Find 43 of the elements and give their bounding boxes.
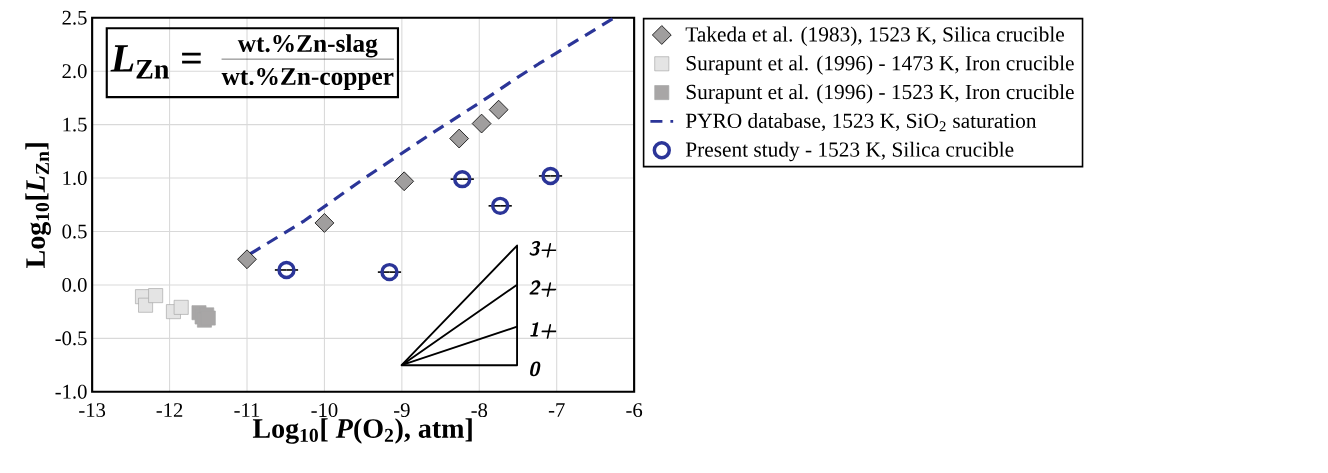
legend-label: PYRO database, 1523 K, SiO$_{2}$ saturation <box>685 112 1037 132</box>
point <box>541 166 560 186</box>
y-tick-label: 0.5 <box>62 224 87 239</box>
x-axis-title: Log$_{10}$[ P(O$_{2}$), atm] <box>252 418 472 444</box>
point <box>237 249 257 270</box>
annotation: wt.%Zn-slag <box>237 34 378 58</box>
annotation: 3+ <box>529 240 557 258</box>
y-tick-label: 2.0 <box>62 64 87 79</box>
y-tick-label: -1.0 <box>55 384 87 399</box>
point <box>314 213 335 233</box>
point <box>173 299 189 315</box>
y-tick-label: 0.0 <box>62 277 87 292</box>
point <box>380 262 399 282</box>
legend-label: Present study - 1523 K, Silica crucible <box>685 141 1014 162</box>
y-tick-label: -0.5 <box>55 331 87 346</box>
x-tick-label: -11 <box>234 403 260 417</box>
point <box>488 99 509 120</box>
point <box>394 171 415 192</box>
point <box>490 196 510 216</box>
annotation: 2+ <box>529 280 557 297</box>
x-tick-label: -6 <box>626 403 643 418</box>
point <box>148 288 164 304</box>
y-tick-label: 1.5 <box>63 117 87 132</box>
y-tick-label: 2.5 <box>62 10 87 25</box>
point <box>449 128 469 149</box>
point <box>453 169 472 189</box>
y-axis-title: Log$_{10}$[L$_{Zn}$] <box>25 143 51 268</box>
y-tick-label: 1.0 <box>63 171 87 186</box>
annotation: 0 <box>530 361 541 377</box>
x-tick-label: -9 <box>394 403 410 418</box>
legend-label: Surapunt et al. (1996) - 1523 K, Iron crucible <box>686 84 1074 104</box>
x-tick-label: -12 <box>156 403 183 417</box>
x-tick-label: -7 <box>548 403 565 417</box>
point <box>277 260 296 280</box>
annotation: 1+ <box>530 322 557 339</box>
x-tick-label: -13 <box>79 403 106 418</box>
annotation: wt.%Zn-copper <box>221 67 394 91</box>
legend-label: Surapunt et al. (1996) - 1473 K, Iron crucible <box>686 55 1074 75</box>
annotation: L$_{Zn}$ = <box>110 45 201 79</box>
legend-label: Takeda et al. (1983), 1523 K, Silica crucible <box>685 26 1064 46</box>
x-tick-label: -10 <box>311 403 338 418</box>
point <box>471 113 492 134</box>
x-tick-label: -8 <box>471 403 488 418</box>
